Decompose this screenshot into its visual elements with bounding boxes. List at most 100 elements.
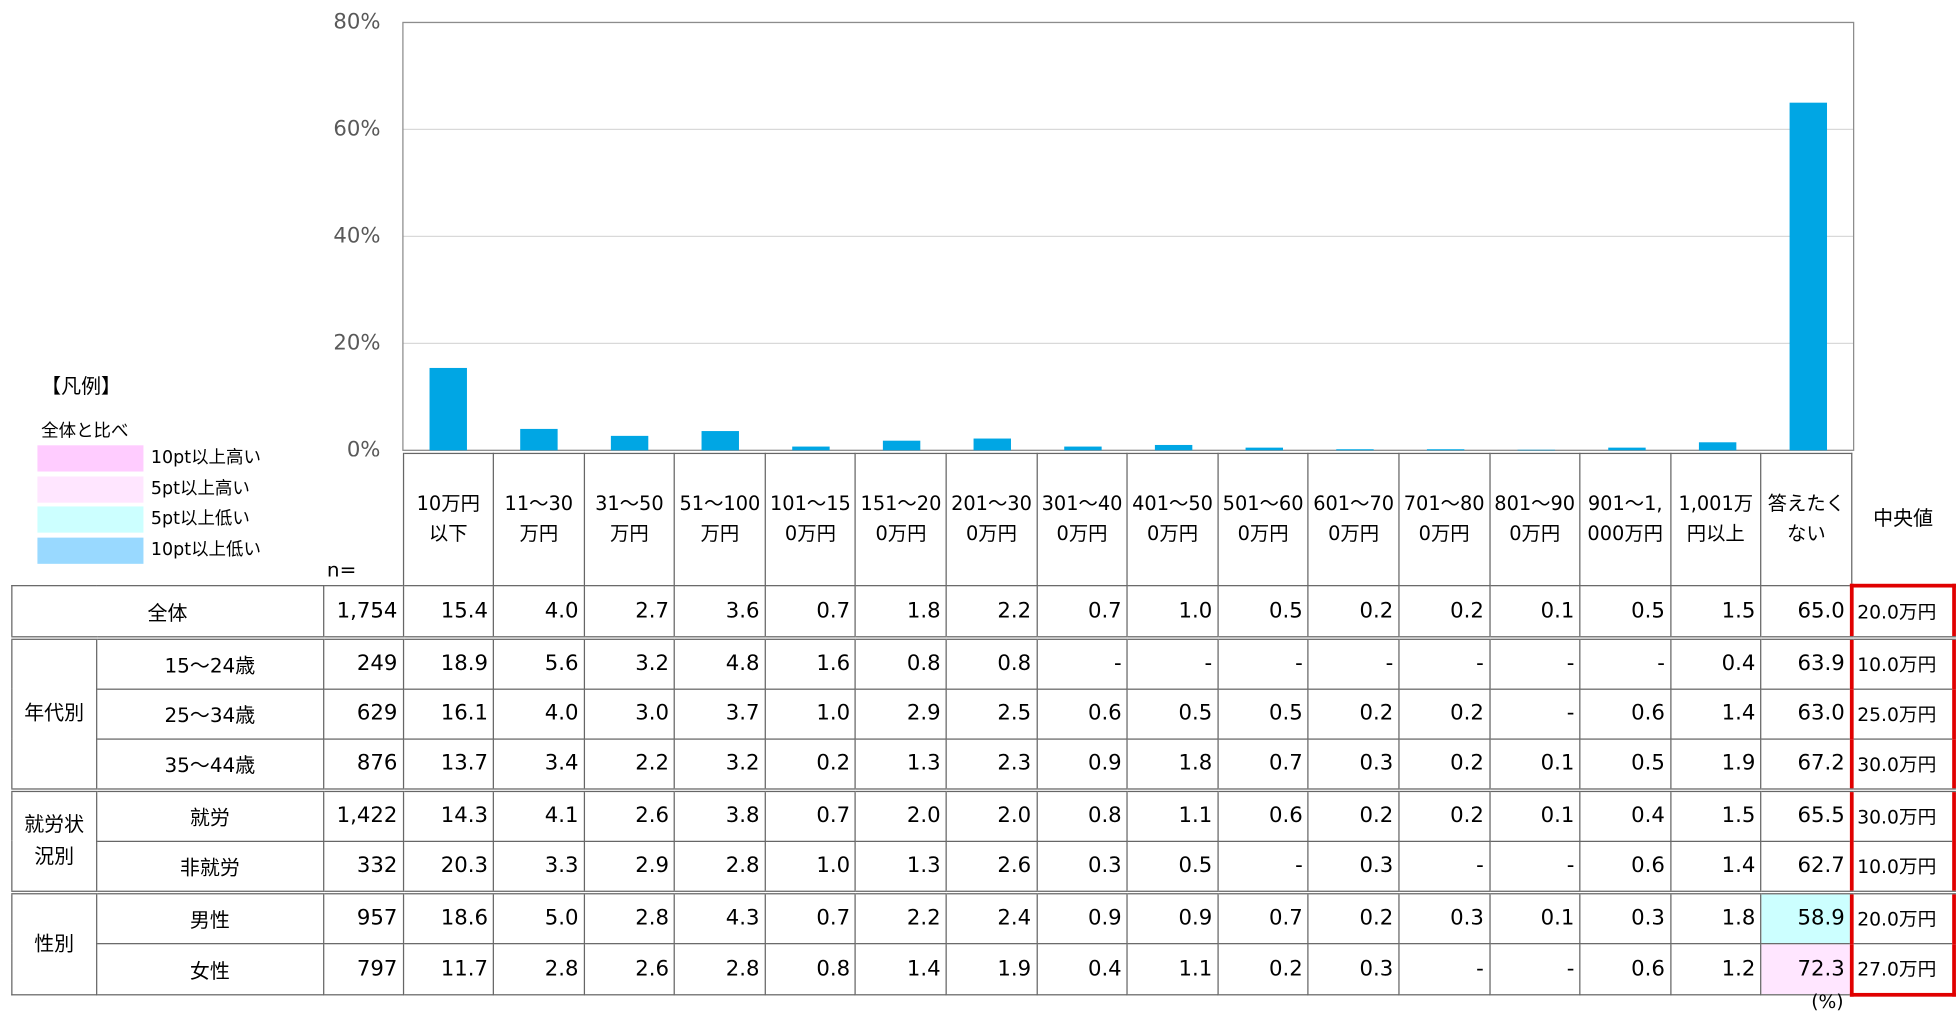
value-cell: 3.8	[674, 787, 766, 842]
bar	[1789, 102, 1828, 451]
y-tick-label: 60%	[333, 115, 380, 140]
group-label: 年代別	[11, 635, 98, 791]
column-header: 10万円以下	[402, 452, 495, 586]
value-cell: 5.6	[492, 635, 585, 690]
column-header: 51～100万円	[674, 452, 766, 586]
value-cell: 1.0	[764, 687, 857, 740]
value-cell: 14.3	[402, 787, 495, 842]
bar	[1426, 449, 1465, 451]
value-cell: 2.8	[583, 890, 676, 944]
column-header: 401～500万円	[1126, 452, 1219, 586]
data-row: 35～44歳 876 13.7 3.4 2.2 3.2 0.2 1.3 2.3 0.9 1.8 0.7…	[12, 737, 1956, 791]
value-cell: 0.3	[1307, 737, 1400, 791]
n-cell: 957	[322, 890, 404, 944]
value-cell: 2.7	[583, 584, 676, 639]
value-cell: 20.3	[402, 840, 495, 893]
data-row: 性別 男性 957 18.6 5.0 2.8 4.3 0.7 2.2 2.4 0.9 0.9 0.7 0.…	[11, 890, 1956, 995]
value-cell: 0.6	[1036, 687, 1128, 740]
value-cell: 2.3	[945, 737, 1038, 791]
value-cell: 3.7	[674, 687, 766, 740]
value-cell: 11.7	[402, 942, 495, 995]
bar	[701, 431, 739, 451]
value-cell: 0.7	[764, 890, 857, 944]
value-cell: 2.9	[855, 687, 947, 740]
value-cell: 0.6	[1579, 840, 1672, 893]
value-cell: 0.7	[764, 584, 857, 639]
value-cell: 67.2	[1760, 737, 1853, 791]
value-cell: -	[1398, 942, 1491, 995]
value-cell: 2.4	[945, 890, 1038, 944]
value-cell: 1.3	[855, 840, 947, 893]
median-cell: 30.0万円	[1849, 737, 1956, 791]
bar	[792, 446, 830, 451]
n-cell: 1,754	[322, 584, 404, 639]
bar	[429, 367, 467, 451]
value-cell: 0.4	[1669, 635, 1762, 690]
value-cell: 0.3	[1307, 942, 1400, 995]
median-header: 中央値	[1873, 505, 1934, 530]
column-header: 201～300万円	[945, 452, 1038, 586]
value-cell: 0.2	[1398, 584, 1491, 639]
data-row: 女性 797 11.7 2.8 2.6 2.8 0.8 1.4 1.9 0.4 1.1 0.2 0.3-…	[12, 942, 1956, 997]
value-cell: 2.0	[945, 787, 1038, 842]
value-cell: 0.4	[1036, 942, 1128, 995]
value-cell: 2.6	[583, 787, 676, 842]
row-label: 35～44歳	[95, 737, 324, 791]
value-cell: 0.2	[1217, 942, 1309, 995]
value-cell: 0.6	[1579, 942, 1672, 995]
value-cell: 0.9	[1036, 890, 1128, 944]
column-header: 101～150万円	[764, 452, 857, 586]
legend-label: 10pt以上高い	[150, 447, 261, 468]
row-label: 非就労	[95, 840, 324, 893]
legend-swatch	[37, 445, 144, 472]
value-cell: 3.2	[674, 737, 766, 791]
value-cell: 1.1	[1126, 942, 1219, 995]
value-cell: -	[1036, 635, 1128, 690]
value-cell: 0.2	[1398, 737, 1491, 791]
value-cell: -	[1398, 840, 1491, 893]
total-row: 全体 1,754 15.4 4.0 2.7 3.6 0.7 1.8 2.2 0.7 1.0 0.5 0.…	[11, 583, 1956, 639]
n-cell: 876	[322, 737, 404, 791]
column-header: 答えたくない	[1760, 452, 1853, 586]
value-cell: 2.8	[674, 942, 766, 995]
median-cell: 10.0万円	[1849, 840, 1956, 893]
row-label: 就労	[95, 787, 324, 842]
value-cell: 1.9	[945, 942, 1038, 995]
data-table: n= 10万円以下 11～30万円 31～50万円 51～100万円 101～150万円 1…	[11, 452, 1956, 997]
n-cell: 249	[322, 635, 404, 690]
value-cell: 0.7	[1217, 890, 1309, 944]
n-cell: 629	[322, 687, 404, 740]
value-cell: 1.6	[764, 635, 857, 690]
value-cell: 1.2	[1669, 942, 1762, 995]
value-cell: 1.4	[855, 942, 947, 995]
value-cell: 1.1	[1126, 787, 1219, 842]
value-cell: 0.8	[945, 635, 1038, 690]
value-cell: 0.1	[1488, 584, 1581, 639]
value-cell: -	[1488, 687, 1581, 740]
value-cell: 2.9	[583, 840, 676, 893]
row-label: 25～34歳	[95, 687, 324, 740]
chart: 0% 20% 40% 60% 80%	[333, 8, 1855, 457]
value-cell: 0.8	[855, 635, 947, 690]
value-cell: 0.9	[1126, 890, 1219, 944]
value-cell: 0.6	[1579, 687, 1672, 740]
value-cell: 65.0	[1760, 584, 1853, 639]
value-cell: 1.0	[764, 840, 857, 893]
value-cell: 0.7	[1217, 737, 1309, 791]
y-tick-label: 40%	[333, 222, 380, 247]
median-cell: 10.0万円	[1849, 635, 1956, 690]
n-cell: 1,422	[322, 787, 404, 842]
bar	[1517, 449, 1556, 451]
value-cell: 0.1	[1488, 787, 1581, 842]
column-header: 1,001万円以上	[1669, 452, 1762, 586]
legend-label: 10pt以上低い	[150, 539, 261, 560]
value-cell: 2.0	[855, 787, 947, 842]
legend-swatch	[37, 506, 144, 533]
value-cell: 2.2	[583, 737, 676, 791]
value-cell: 0.8	[764, 942, 857, 995]
value-cell: 0.6	[1217, 787, 1309, 842]
value-cell: 1.0	[1126, 584, 1219, 639]
column-header: 701～800万円	[1398, 452, 1491, 586]
column-header: 11～30万円	[492, 452, 585, 586]
